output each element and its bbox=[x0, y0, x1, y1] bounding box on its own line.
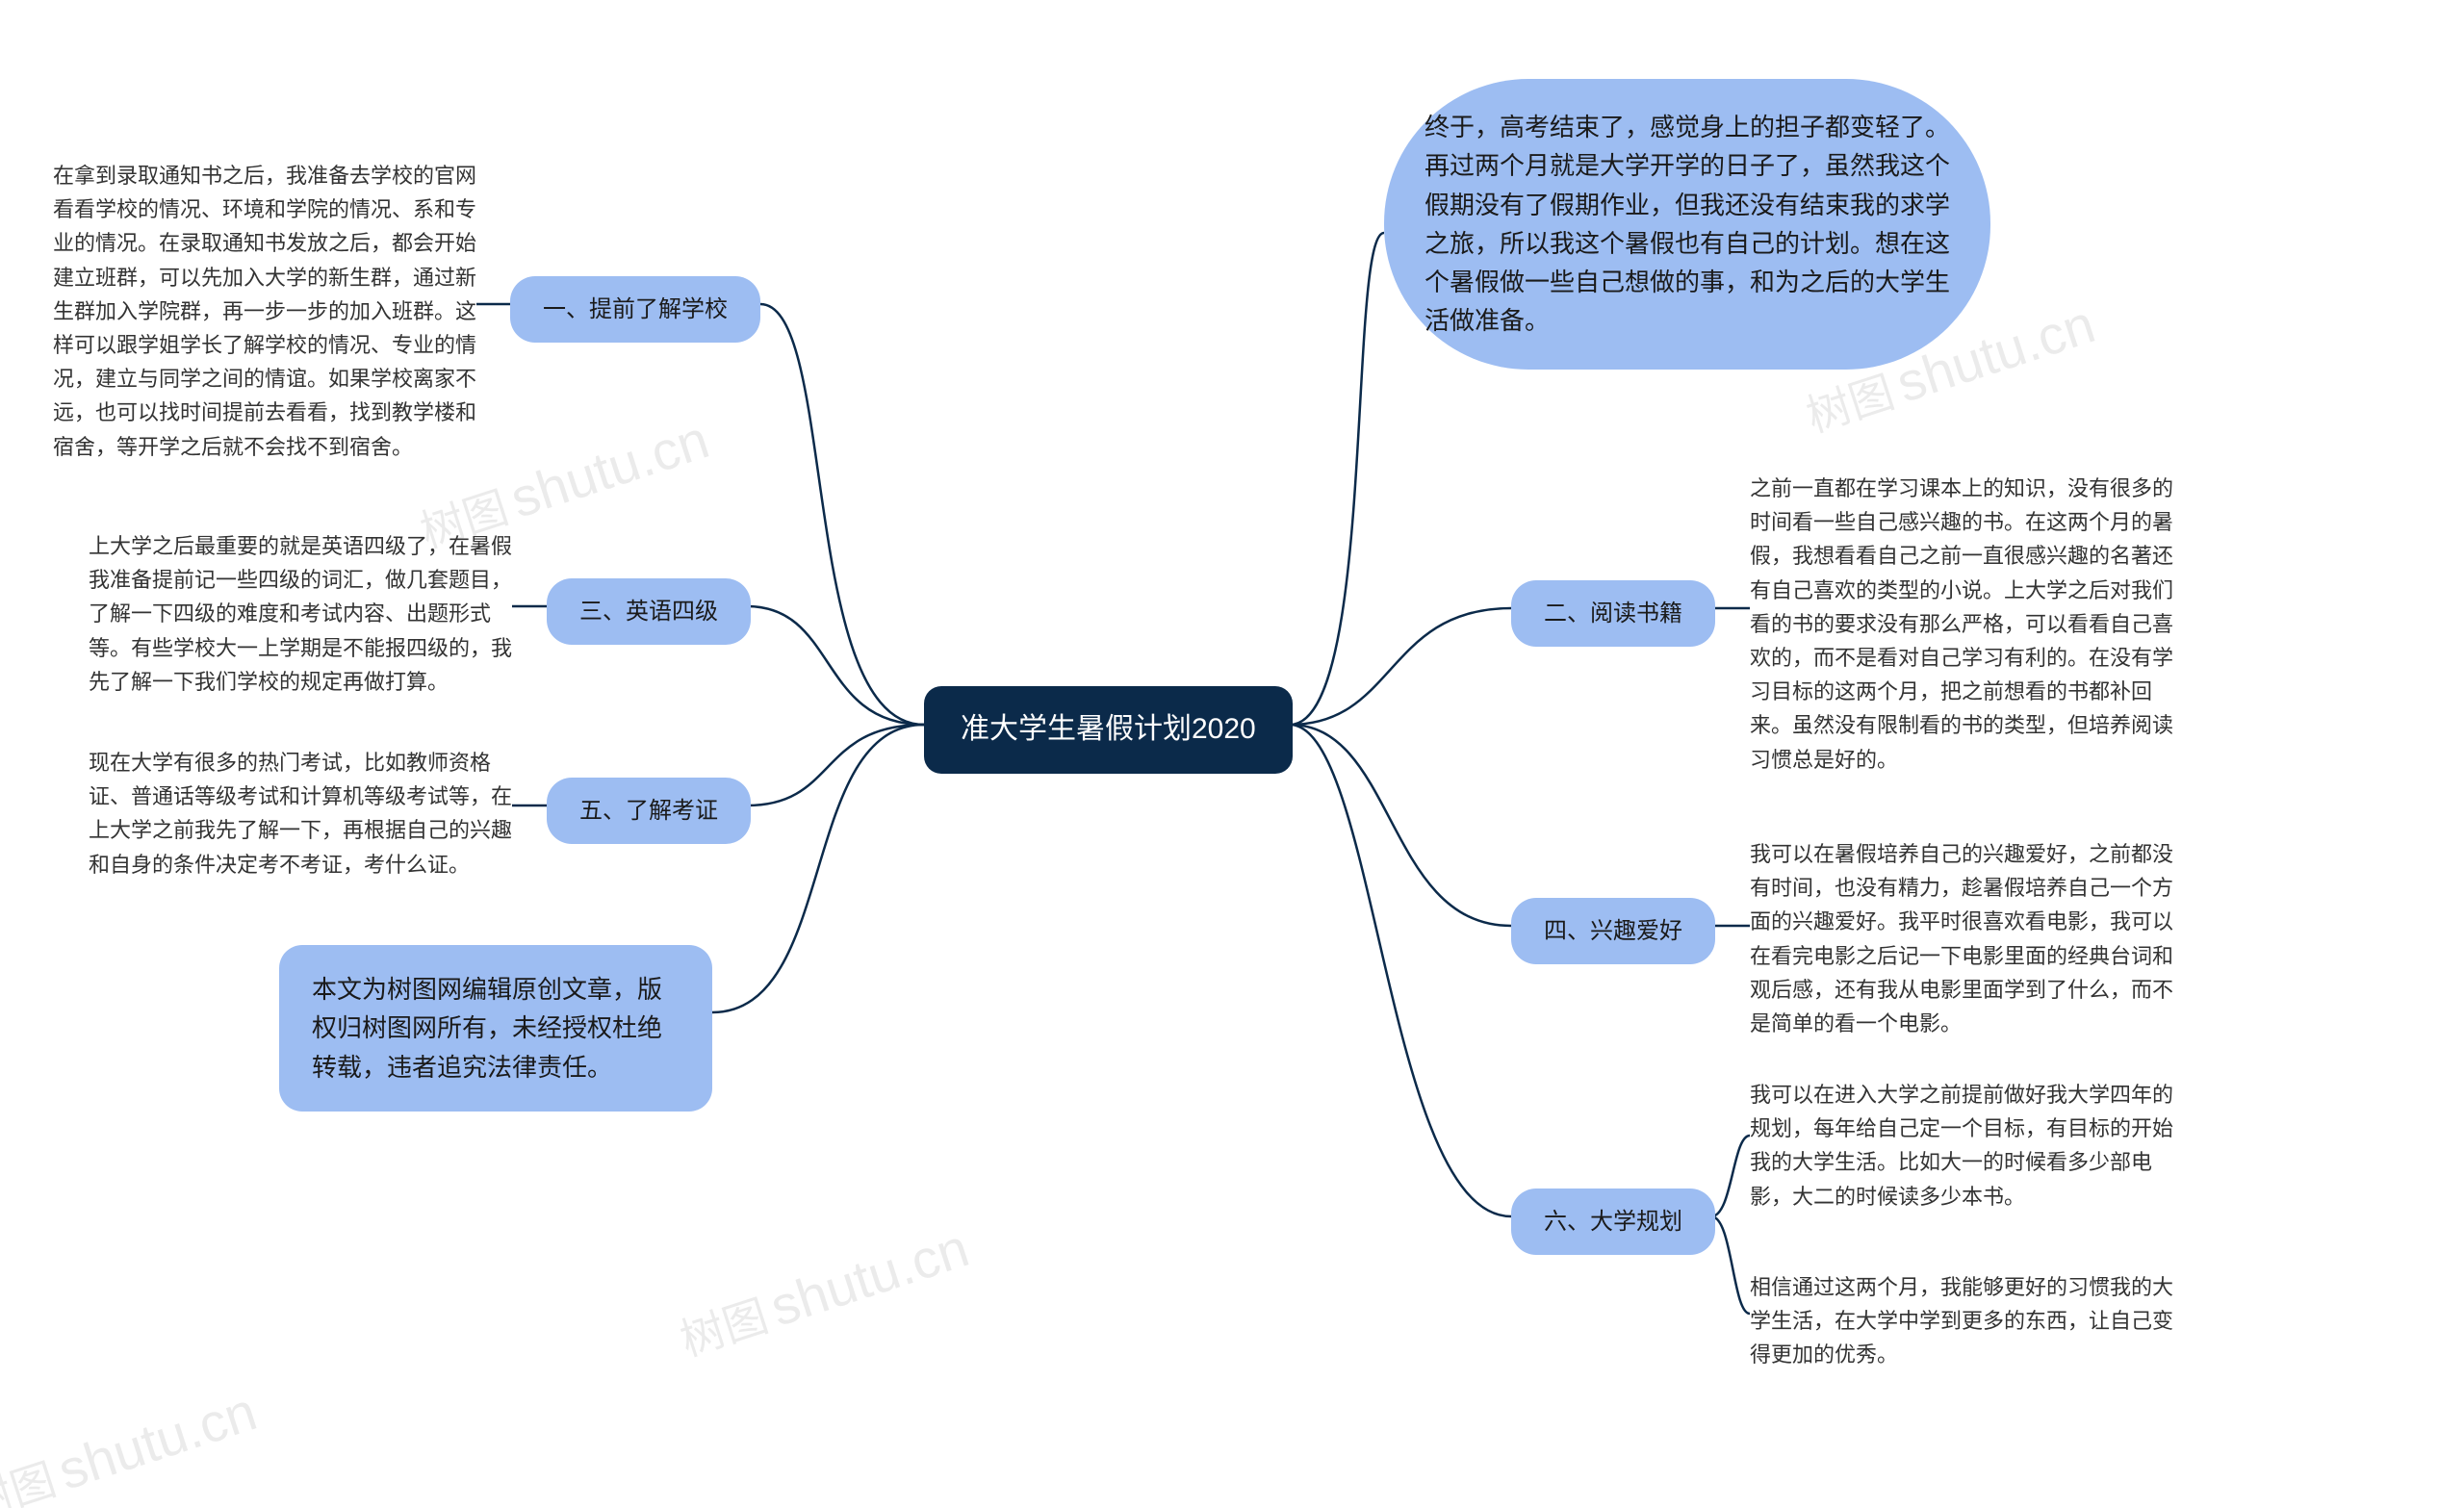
connector bbox=[1711, 1216, 1750, 1314]
branch-node-1[interactable]: 一、提前了解学校 bbox=[510, 276, 760, 343]
mindmap-canvas: 树图shutu.cn 树图shutu.cn 树图shutu.cn 树图shutu… bbox=[0, 0, 2464, 1508]
leaf-text-4: 我可以在暑假培养自己的兴趣爱好，之前都没有时间，也没有精力，趁暑假培养自己一个方… bbox=[1750, 837, 2178, 1040]
branch-label: 二、阅读书籍 bbox=[1544, 601, 1682, 626]
branch-node-2[interactable]: 二、阅读书籍 bbox=[1511, 580, 1715, 647]
leaf-text-1: 在拿到录取通知书之后，我准备去学校的官网看看学校的情况、环境和学院的情况、系和专… bbox=[53, 159, 476, 464]
watermark: 树图shutu.cn bbox=[0, 1379, 264, 1508]
branch-node-4[interactable]: 四、兴趣爱好 bbox=[1511, 898, 1715, 964]
copyright-text: 本文为树图网编辑原创文章，版权归树图网所有，未经授权杜绝转载，违者追究法律责任。 bbox=[312, 975, 662, 1082]
leaf-text-5: 现在大学有很多的热门考试，比如教师资格证、普通话等级考试和计算机等级考试等，在上… bbox=[89, 746, 512, 882]
branch-label: 三、英语四级 bbox=[579, 599, 718, 625]
branch-label: 一、提前了解学校 bbox=[543, 296, 728, 322]
connector bbox=[712, 725, 924, 1012]
branch-node-5[interactable]: 五、了解考证 bbox=[547, 778, 751, 844]
branch-label: 六、大学规划 bbox=[1544, 1209, 1682, 1235]
intro-text: 终于，高考结束了，感觉身上的担子都变轻了。再过两个月就是大学开学的日子了，虽然我… bbox=[1424, 113, 1950, 335]
intro-node[interactable]: 终于，高考结束了，感觉身上的担子都变轻了。再过两个月就是大学开学的日子了，虽然我… bbox=[1384, 79, 1990, 370]
center-label: 准大学生暑假计划2020 bbox=[961, 713, 1256, 745]
copyright-node[interactable]: 本文为树图网编辑原创文章，版权归树图网所有，未经授权杜绝转载，违者追究法律责任。 bbox=[279, 945, 712, 1112]
watermark: 树图shutu.cn bbox=[671, 1215, 976, 1368]
branch-label: 五、了解考证 bbox=[579, 798, 718, 824]
connector bbox=[1290, 608, 1511, 725]
leaf-text-6a: 我可以在进入大学之前提前做好我大学四年的规划，每年给自己定一个目标，有目标的开始… bbox=[1750, 1078, 2178, 1214]
center-node[interactable]: 准大学生暑假计划2020 bbox=[924, 686, 1293, 774]
leaf-text-6b: 相信通过这两个月，我能够更好的习惯我的大学生活，在大学中学到更多的东西，让自己变… bbox=[1750, 1270, 2178, 1372]
branch-label: 四、兴趣爱好 bbox=[1544, 918, 1682, 944]
connector bbox=[747, 606, 924, 725]
leaf-text-3: 上大学之后最重要的就是英语四级了，在暑假我准备提前记一些四级的词汇，做几套题目，… bbox=[89, 529, 512, 699]
leaf-text-2: 之前一直都在学习课本上的知识，没有很多的时间看一些自己感兴趣的书。在这两个月的暑… bbox=[1750, 472, 2178, 777]
connector bbox=[747, 725, 924, 805]
branch-node-3[interactable]: 三、英语四级 bbox=[547, 578, 751, 645]
branch-node-6[interactable]: 六、大学规划 bbox=[1511, 1189, 1715, 1255]
connector bbox=[1290, 725, 1511, 1216]
connector bbox=[1290, 233, 1384, 725]
connector bbox=[1290, 725, 1511, 926]
connector bbox=[760, 304, 924, 725]
connector bbox=[1711, 1136, 1750, 1216]
